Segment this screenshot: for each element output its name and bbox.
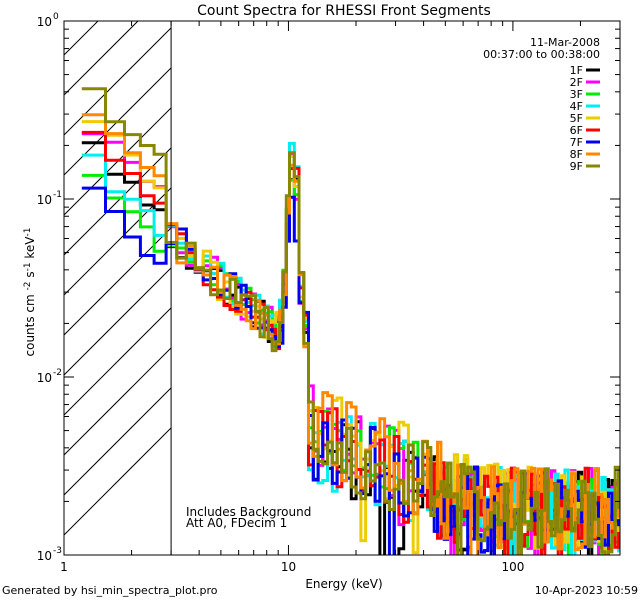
- legend-label-9F: 9F: [570, 160, 583, 173]
- date-label: 11-Mar-2008: [530, 36, 600, 49]
- hatch-line: [63, 387, 172, 496]
- legend-label-6F: 6F: [570, 124, 583, 137]
- legend-label-5F: 5F: [570, 112, 583, 125]
- hatched-region: [63, 20, 172, 536]
- y-axis-label-part: -1: [23, 228, 33, 237]
- y-tick-exponent: -1: [53, 190, 62, 200]
- y-axis-label-part: counts cm: [23, 290, 37, 356]
- y-axis-label-part: keV: [23, 236, 37, 263]
- hatch-line: [63, 307, 172, 416]
- y-axis-label-text: counts cm -2 s-1 keV-1: [23, 228, 37, 357]
- y-tick-label: 10: [37, 371, 52, 385]
- legend-label-2F: 2F: [570, 76, 583, 89]
- time-range-label: 00:37:00 to 00:38:00: [483, 48, 600, 61]
- y-axis-label-part: s: [23, 271, 37, 281]
- y-axis-label-part: -1: [23, 262, 33, 271]
- hatch-line: [63, 427, 172, 536]
- annotation-attenuator: Att A0, FDecim 1: [186, 516, 287, 530]
- x-tick-label: 1: [60, 560, 68, 574]
- x-axis-label: Energy (keV): [305, 577, 382, 591]
- legend-label-7F: 7F: [570, 136, 583, 149]
- hatch-line: [63, 20, 99, 56]
- legend-label-4F: 4F: [570, 100, 583, 113]
- x-tick-label: 10: [281, 560, 296, 574]
- y-axis-label: counts cm -2 s-1 keV-1: [23, 228, 37, 357]
- legend-label-3F: 3F: [570, 88, 583, 101]
- plot-frame: [63, 20, 621, 556]
- y-tick-exponent: 0: [53, 12, 59, 22]
- hatch-line: [63, 20, 139, 96]
- y-tick-label: 10: [37, 193, 52, 207]
- x-tick-label: 100: [501, 560, 524, 574]
- annotation-background: Includes Background: [186, 505, 311, 519]
- legend-label-1F: 1F: [570, 64, 583, 77]
- y-tick-label: 10: [37, 15, 52, 29]
- series-group: [81, 87, 620, 555]
- series-9F: [81, 87, 620, 555]
- y-tick-label: 10: [37, 549, 52, 563]
- y-tick-exponent: -3: [53, 546, 62, 556]
- generator-text: Generated by hsi_min_spectra_plot.pro: [2, 584, 218, 597]
- hatch-line: [63, 267, 172, 376]
- y-axis-label-part: -2: [23, 281, 33, 290]
- hatch-line: [63, 347, 172, 456]
- hatch-line: [63, 27, 172, 136]
- hatch-line: [63, 147, 172, 256]
- timestamp-text: 10-Apr-2023 10:59: [534, 584, 638, 597]
- chart-title: Count Spectra for RHESSI Front Segments: [197, 3, 491, 19]
- y-tick-exponent: -2: [53, 368, 62, 378]
- legend-label-8F: 8F: [570, 148, 583, 161]
